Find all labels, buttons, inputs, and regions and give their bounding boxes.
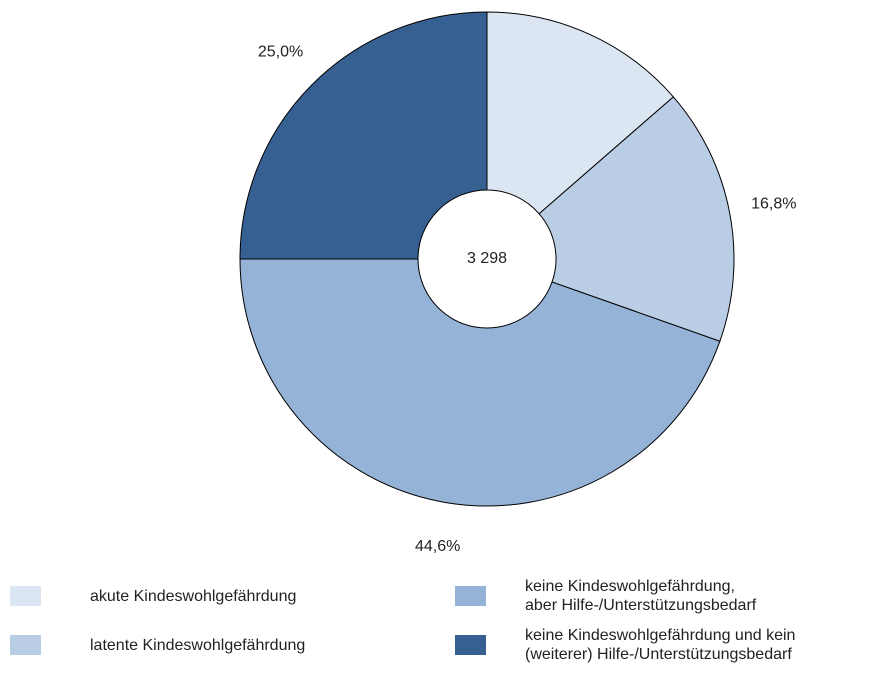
legend-label: keine Kindeswohlgefährdung und kein (wei…	[525, 627, 796, 663]
value-label: 16,8%	[751, 196, 796, 213]
legend-item: akute Kindeswohlgefährdung	[10, 576, 296, 616]
slice	[239, 258, 721, 507]
legend-swatch	[455, 586, 486, 606]
legend-swatch	[455, 635, 486, 655]
legend-label: latente Kindeswohlgefährdung	[90, 636, 306, 654]
legend-label: akute Kindeswohlgefährdung	[90, 587, 297, 605]
slice	[239, 11, 488, 260]
value-label: 25,0%	[258, 44, 303, 61]
legend-item: keine Kindeswohlgefährdung und kein (wei…	[455, 625, 795, 665]
slice	[486, 11, 675, 215]
legend-item: latente Kindeswohlgefährdung	[10, 625, 305, 665]
value-label: 44,6%	[415, 538, 460, 555]
slice	[538, 96, 735, 342]
legend-label: keine Kindeswohlgefährdung, aber Hilfe-/…	[525, 578, 757, 614]
legend-swatch	[10, 635, 41, 655]
chart: 3 298 13,6% 16,8% 44,6% 25,0%	[239, 0, 797, 555]
legend-swatch	[10, 586, 41, 606]
value-label: 13,6%	[585, 0, 630, 1]
center-label: 3 298	[467, 250, 507, 267]
legend-item: keine Kindeswohlgefährdung, aber Hilfe-/…	[455, 576, 756, 616]
